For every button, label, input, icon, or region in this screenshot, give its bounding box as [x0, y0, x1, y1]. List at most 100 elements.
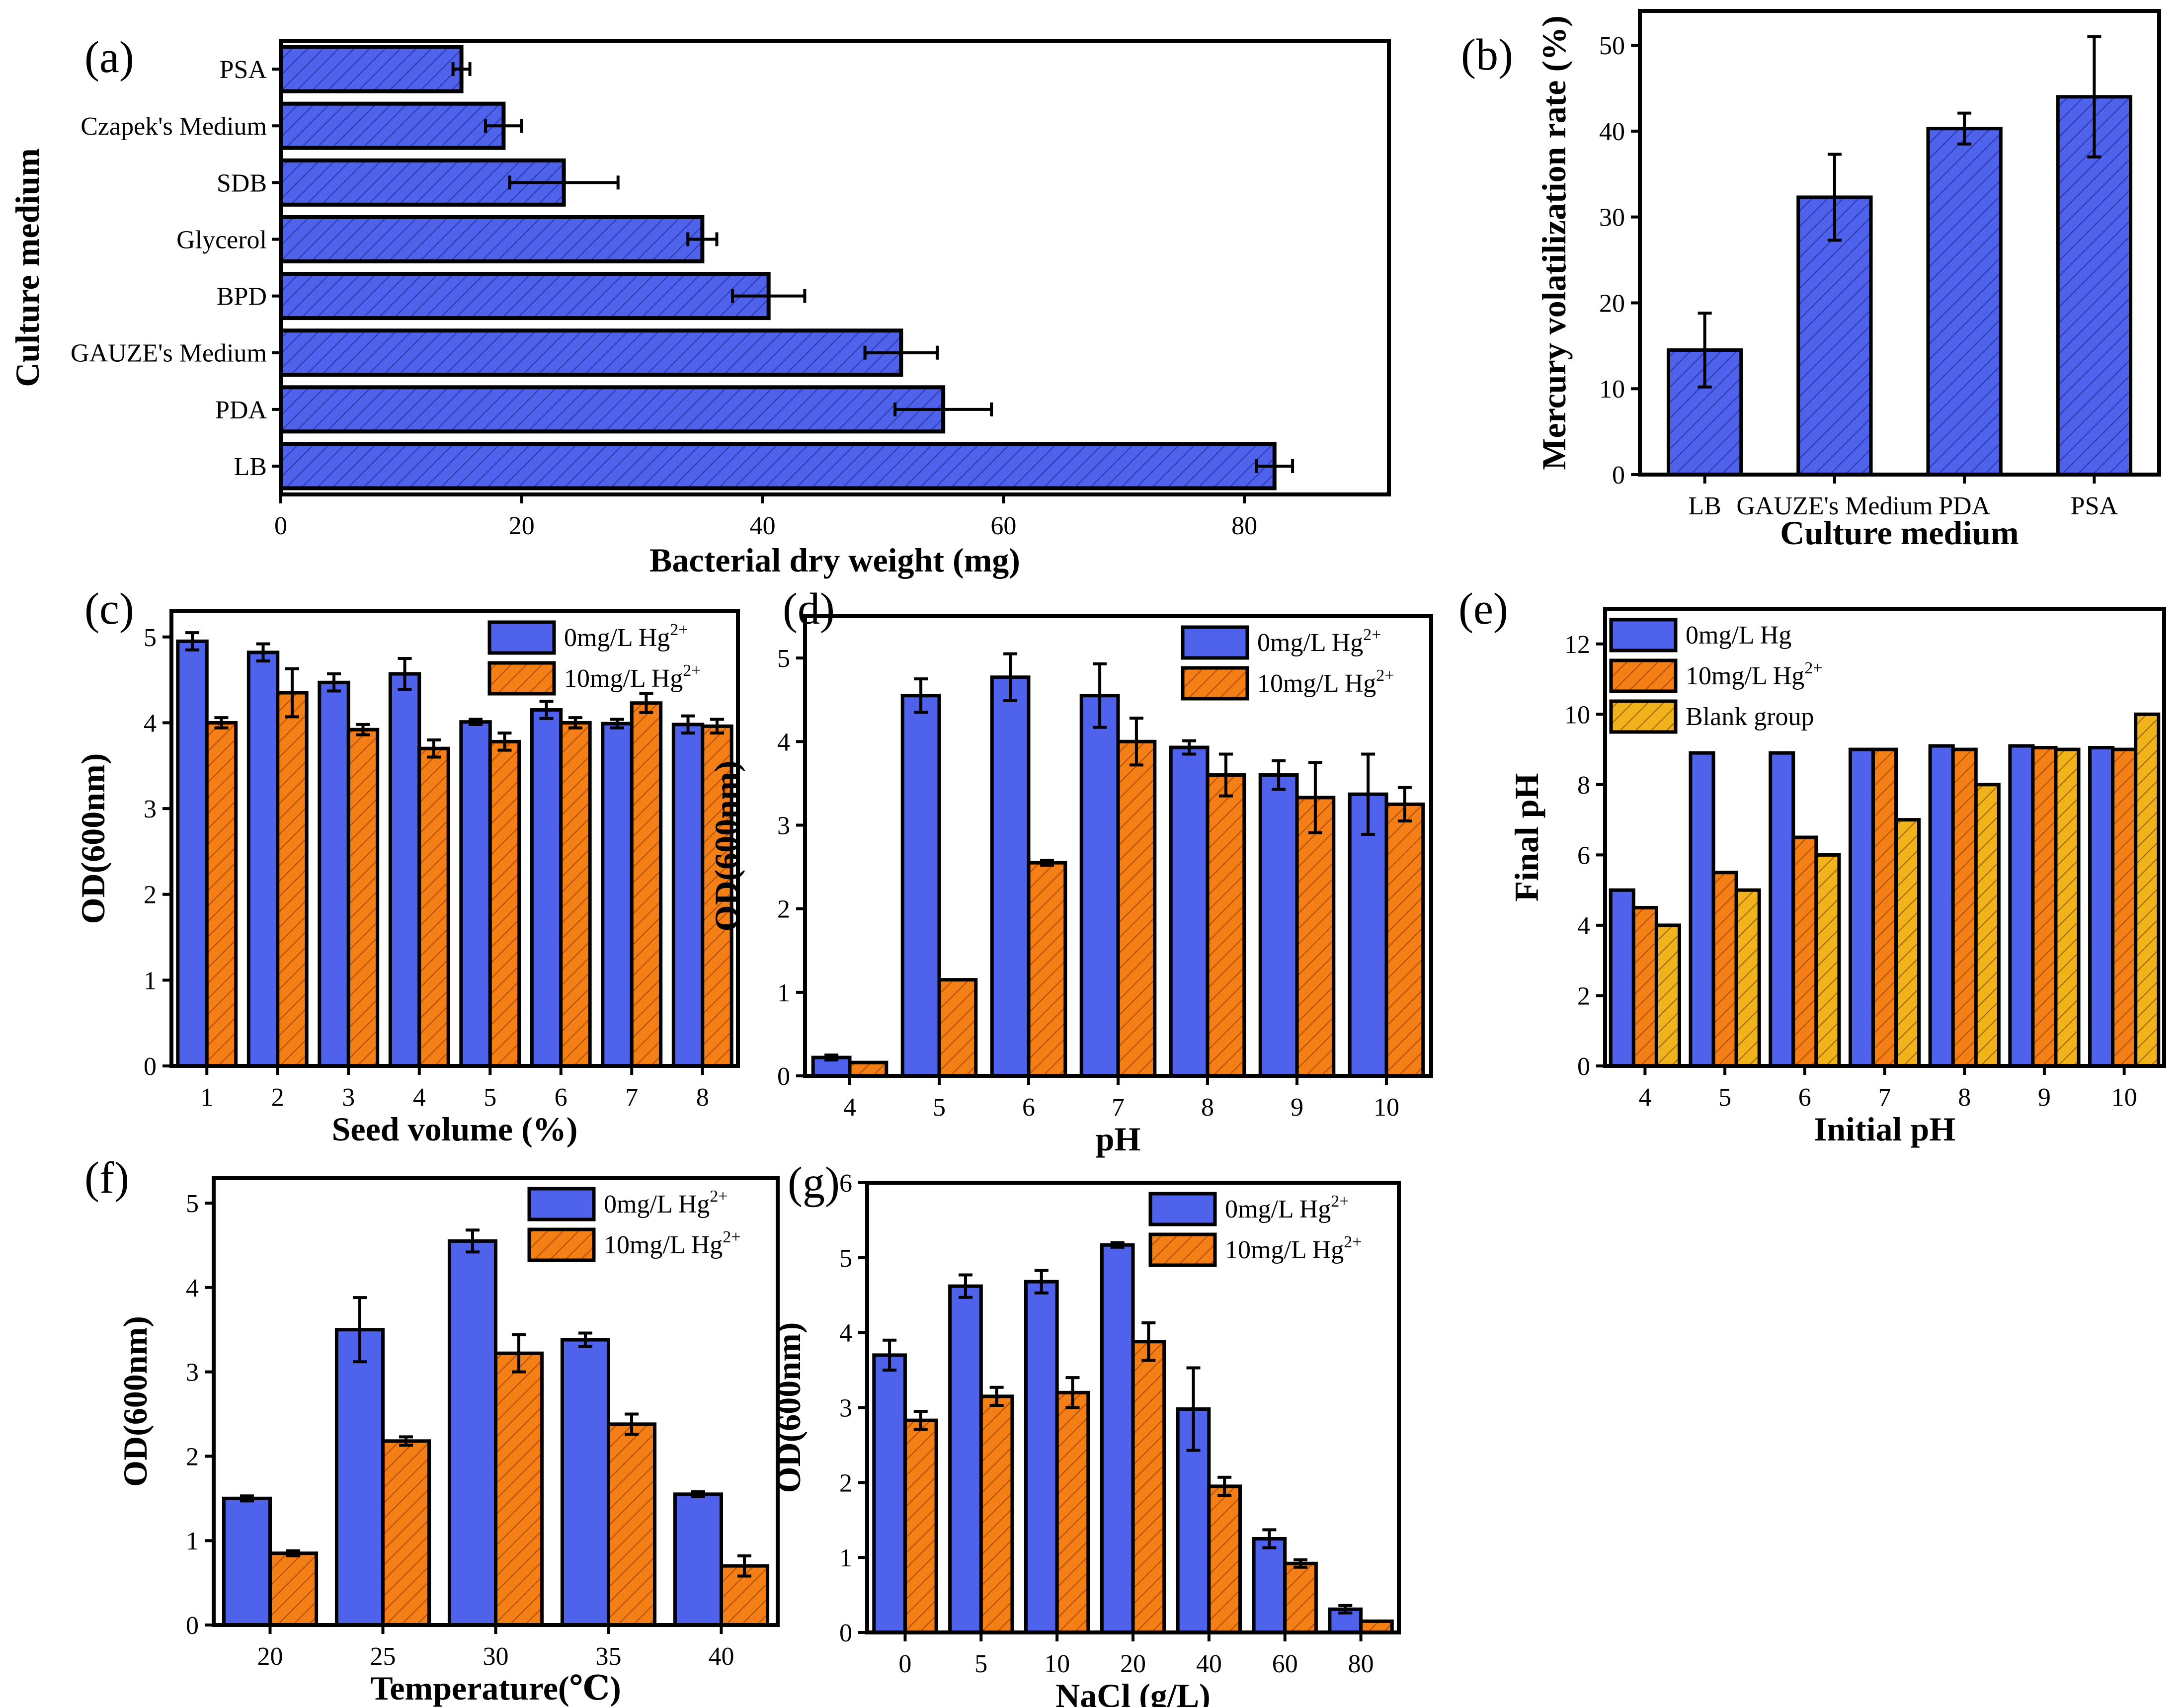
x-tick-label-6: 6: [1798, 1083, 1811, 1112]
bar-series-PDA: [1926, 127, 2003, 477]
y-tick-label-20: 20: [1599, 289, 1625, 318]
bar-10mg/L Hg-7: [1871, 747, 1898, 1068]
panel-label-c: (c): [84, 584, 134, 634]
legend-label-1: 10mg/L Hg2+: [1686, 659, 1822, 690]
bar-0mg/L Hg-4: [388, 672, 421, 1068]
y-tick-label-0: 0: [777, 1062, 790, 1091]
y-tick-label-PDA: PDA: [215, 396, 267, 424]
y-tick-label-2: 2: [1577, 982, 1590, 1010]
error-bar-60-0: [1262, 1528, 1277, 1549]
plot-frame: [169, 609, 740, 1068]
bar-0mg/L Hg-2: [246, 650, 280, 1068]
bar-10mg/L Hg-6: [1027, 861, 1067, 1078]
legend: 0mg/L Hg2+ 10mg/L Hg2+: [487, 620, 701, 696]
x-tick-label-5: 5: [933, 1093, 946, 1122]
x-axis-title: NaCl (g/L): [1055, 1677, 1211, 1707]
error-bar-10-0: [1361, 752, 1375, 836]
plot-frame: [212, 1176, 780, 1627]
error-bar-LB-0: [1698, 312, 1712, 389]
bar-0mg/L Hg-8: [1169, 745, 1210, 1078]
x-axis-title: Initial pH: [1814, 1110, 1955, 1148]
error-bar-8-0: [681, 714, 695, 735]
bar-0mg/L Hg-10: [2088, 746, 2115, 1068]
bar-Blank group-7: [1894, 818, 1921, 1068]
error-bar-4-0: [824, 1053, 839, 1062]
x-tick-label-0: 0: [274, 512, 287, 540]
y-tick-label-1: 1: [144, 967, 157, 995]
error-bar-2-0: [256, 642, 270, 663]
bar-0mg/L Hg-6: [1769, 751, 1795, 1068]
y-tick-label-12: 12: [1564, 631, 1590, 659]
bar-10mg/L Hg-3: [346, 728, 380, 1068]
y-tick-label-50: 50: [1599, 32, 1625, 60]
bar-0mg/L Hg-7: [1848, 747, 1875, 1068]
y-tick-label-30: 30: [1599, 204, 1625, 232]
plot-frame: [865, 1181, 1401, 1634]
error-bar-5-0: [914, 677, 928, 714]
x-tick-label-5: 5: [1718, 1083, 1731, 1112]
bar-0mg/L Hg-5: [459, 720, 492, 1068]
legend-swatch-1: [527, 1227, 596, 1262]
panel-d: (d) 4 5 6 7 8 9 10 0 1 2 3 4 5 pH OD(600nm) 0mg/L Hg2+ 10…: [708, 584, 1433, 1158]
legend-swatch-1: [1181, 666, 1249, 701]
bar-10mg/L Hg-4: [417, 746, 450, 1068]
y-tick-label-4: 4: [186, 1274, 199, 1302]
error-bar-40-1: [1217, 1475, 1232, 1497]
x-tick-label-PDA: PDA: [1939, 492, 1990, 520]
x-tick-label-5: 5: [484, 1083, 496, 1112]
error-bar-10-0: [1034, 1269, 1049, 1295]
y-tick-label-5: 5: [839, 1244, 852, 1273]
bar-10mg/L Hg-40: [720, 1564, 770, 1627]
error-bar-6-0: [539, 700, 554, 720]
x-tick-label-LB: LB: [1688, 492, 1721, 520]
y-tick-label-1: 1: [777, 979, 790, 1007]
bar-0mg/L Hg-30: [447, 1239, 497, 1627]
panel-b: (b) LB GAUZE's Medium PDA PSA 0 10 20 30 40 50 Cult…: [1461, 9, 2161, 552]
x-axis-title: pH: [1096, 1120, 1141, 1158]
legend: 0mg/L Hg2+ 10mg/L Hg2+: [527, 1187, 740, 1262]
legend-label-1: 10mg/L Hg2+: [1257, 666, 1394, 698]
error-bar-60-1: [1294, 1558, 1308, 1569]
bar-10mg/L Hg-5: [1711, 871, 1738, 1068]
bar-Blank group-5: [1734, 888, 1761, 1068]
x-tick-label-8: 8: [1958, 1083, 1971, 1112]
x-tick-label-1: 1: [200, 1083, 213, 1112]
error-bar-4-1: [426, 738, 441, 759]
x-tick-label-10: 10: [1374, 1093, 1399, 1122]
error-bar-20-1: [1141, 1321, 1156, 1362]
error-bar-10-1: [1397, 786, 1412, 823]
bar-10mg/L Hg-9: [1295, 796, 1336, 1078]
x-tick-label-8: 8: [1201, 1093, 1214, 1122]
y-tick-label-40: 40: [1599, 118, 1625, 146]
error-bar-6-0: [1003, 652, 1018, 702]
error-bar-Glycerol: [686, 232, 719, 246]
bar-0mg/L Hg-1: [176, 639, 209, 1068]
bar-0mg/L Hg-20: [222, 1496, 272, 1627]
y-axis-title: Mercury volatilization rate (%): [1535, 15, 1573, 470]
error-bar-3-1: [356, 723, 370, 736]
bar-10mg/L Hg-5: [937, 978, 978, 1078]
y-tick-label-0: 0: [1612, 461, 1625, 489]
bar-Blank group-4: [1654, 923, 1681, 1068]
x-tick-label-60: 60: [990, 512, 1016, 540]
x-tick-label-80: 80: [1231, 512, 1257, 540]
x-tick-label-40: 40: [750, 512, 776, 540]
legend: 0mg/L Hg 10mg/L Hg2+ Blank group: [1609, 618, 1822, 734]
y-axis-title: OD(600nm): [74, 753, 112, 924]
error-bar-10-1: [1065, 1376, 1080, 1409]
y-axis-title: OD(600nm): [770, 1322, 808, 1493]
bar-10mg/L Hg-6: [1791, 835, 1818, 1068]
bar-10mg/L Hg-4: [848, 1060, 889, 1078]
y-axis-title: Final pH: [1508, 773, 1545, 902]
y-tick-label-0: 0: [186, 1612, 199, 1640]
bar-10mg/L Hg-7: [1116, 739, 1157, 1078]
y-tick-label-3: 3: [777, 812, 790, 840]
y-tick-label-8: 8: [1577, 771, 1590, 800]
error-bar-6-1: [568, 716, 582, 730]
error-bar-35-1: [625, 1412, 639, 1436]
error-bar-35-0: [578, 1331, 592, 1348]
bar-10mg/L Hg-7: [630, 701, 663, 1068]
x-tick-label-9: 9: [2038, 1083, 2051, 1112]
error-bar-2-1: [285, 667, 299, 719]
